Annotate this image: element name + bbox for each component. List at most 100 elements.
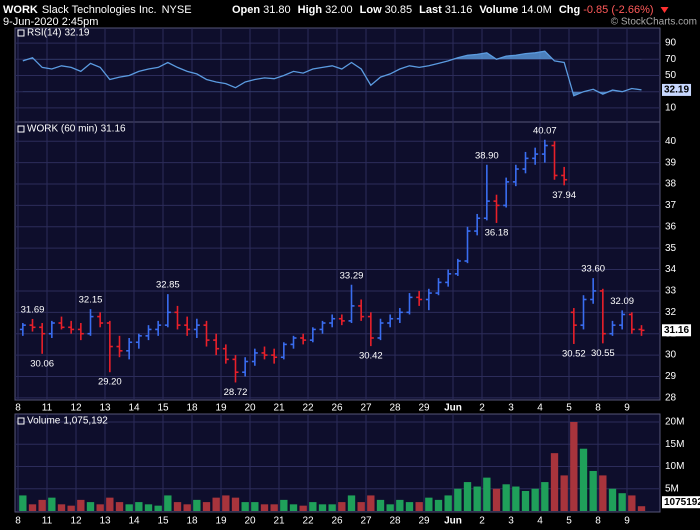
y-tick-label: 33: [665, 286, 677, 297]
volume-bar: [570, 422, 578, 511]
volume-bar: [628, 495, 636, 511]
price-annotation: 33.60: [581, 264, 605, 275]
x-tick-label: 2: [479, 403, 485, 414]
volume-bar: [463, 482, 472, 511]
price-annotation: 33.29: [340, 270, 364, 281]
y-tick-label: 37: [665, 200, 677, 211]
x-tick-label: 5: [566, 516, 572, 527]
volume-bar: [521, 490, 530, 511]
volume-bar: [347, 495, 356, 511]
volume-bar: [241, 502, 249, 511]
legend-value: 32.19: [64, 28, 89, 39]
x-tick-label: 20: [244, 403, 256, 414]
y-tick-label: 20M: [665, 417, 684, 428]
volume-bar: [367, 495, 375, 511]
volume-bar: [135, 502, 143, 511]
x-tick-label: 29: [418, 516, 430, 527]
y-tick-label: 38: [665, 179, 677, 190]
price-annotation: 38.90: [475, 150, 499, 161]
last-value-tag: [662, 324, 692, 337]
header-text: Slack Technologies Inc.: [42, 4, 157, 16]
volume-bar: [318, 504, 327, 511]
price-annotation: 40.07: [533, 125, 557, 136]
volume-bar: [483, 477, 491, 511]
volume-bar: [299, 505, 307, 511]
volume-bar: [434, 499, 443, 511]
legend-name: WORK (60 min): [27, 124, 98, 135]
legend-swatch: [17, 417, 25, 425]
x-tick-label: 8: [595, 403, 601, 414]
volume-bar: [86, 502, 95, 511]
legend-name: Volume: [27, 416, 61, 427]
x-tick-label: 4: [537, 403, 543, 414]
volume-bar: [144, 504, 153, 511]
x-tick-label: 21: [273, 403, 285, 414]
volume-bar: [96, 504, 104, 511]
x-tick-label: 15: [157, 403, 169, 414]
x-tick-label: 19: [215, 516, 227, 527]
volume-bar: [251, 502, 259, 511]
price-annotation: 28.72: [224, 387, 248, 398]
x-tick-label: 14: [128, 403, 140, 414]
x-tick-label: 8: [15, 516, 21, 527]
x-tick-label: 28: [389, 516, 401, 527]
volume-bar: [154, 505, 162, 511]
header-text: Open: [232, 4, 260, 16]
y-tick-label: 70: [665, 54, 677, 65]
price-annotation: 30.55: [591, 348, 615, 359]
volume-bar: [164, 495, 172, 511]
header-text: Last: [419, 4, 442, 16]
x-tick-label: 8: [595, 516, 601, 527]
y-tick-label: 10M: [665, 461, 684, 472]
header-text: Chg: [559, 4, 580, 16]
volume-bar: [270, 504, 278, 511]
y-tick-label: 36: [665, 221, 677, 232]
price-annotation: 37.94: [552, 190, 576, 201]
volume-bar: [376, 499, 385, 511]
rsi-line: [22, 50, 642, 97]
header-text: 31.16: [445, 4, 473, 16]
legend-swatch: [17, 29, 25, 37]
volume-bar: [280, 499, 288, 511]
copyright: © StockCharts.com: [611, 17, 697, 28]
volume-bar: [541, 482, 549, 511]
x-tick-label: 22: [302, 403, 314, 414]
y-tick-label: 32: [665, 307, 677, 318]
x-tick-label: 2: [479, 516, 485, 527]
y-tick-label: 40: [665, 136, 677, 147]
volume-bar: [454, 488, 462, 511]
x-tick-label: 18: [186, 516, 198, 527]
legend-value: 31.16: [101, 124, 126, 135]
y-tick-label: 34: [665, 264, 677, 275]
header-text: 30.85: [385, 4, 413, 16]
volume-bar: [231, 497, 240, 511]
volume-bar: [589, 470, 597, 511]
x-tick-label: Jun: [444, 403, 462, 414]
volume-bar: [502, 484, 510, 511]
volume-bar: [183, 504, 191, 511]
x-tick-label: 9: [624, 516, 630, 527]
volume-bar: [473, 486, 481, 511]
y-tick-label: 90: [665, 38, 677, 49]
header-text: 31.80: [263, 4, 291, 16]
volume-bar: [19, 495, 27, 511]
x-tick-label: Jun: [444, 516, 462, 527]
x-tick-label: 14: [128, 516, 140, 527]
y-tick-label: 39: [665, 157, 677, 168]
volume-bar: [289, 504, 298, 511]
x-tick-label: 12: [70, 403, 82, 414]
volume-bar: [222, 495, 230, 511]
volume-bar: [173, 502, 182, 511]
x-tick-label: 13: [99, 403, 111, 414]
volume-bar: [115, 502, 124, 511]
volume-bar: [492, 488, 501, 511]
x-tick-label: 29: [418, 403, 430, 414]
volume-bar: [106, 497, 114, 511]
volume-bar: [193, 499, 201, 511]
y-tick-label: 50: [665, 70, 677, 81]
x-tick-label: 20: [244, 516, 256, 527]
price-annotation: 29.20: [98, 377, 122, 388]
volume-bar: [386, 504, 394, 511]
header-text: High: [298, 4, 323, 16]
